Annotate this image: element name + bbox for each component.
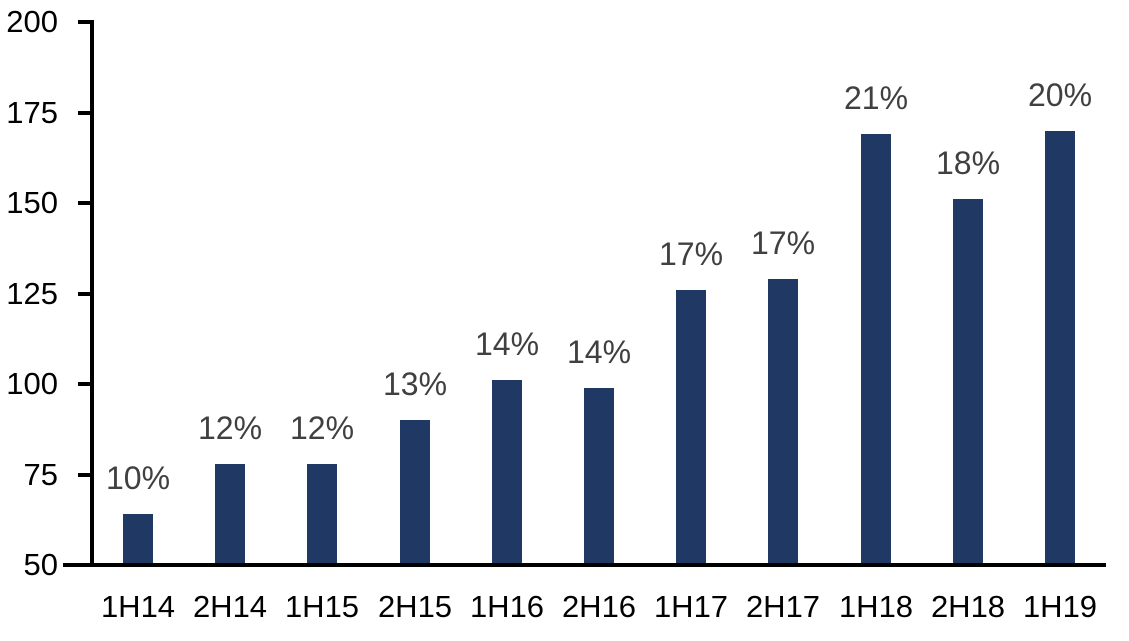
x-axis-category-label: 2H17 bbox=[745, 589, 821, 624]
x-axis-category-label: 1H16 bbox=[469, 589, 545, 624]
bar-value-label: 14% bbox=[474, 326, 540, 362]
bar-value-label: 21% bbox=[843, 80, 909, 116]
x-axis-category-label: 1H17 bbox=[653, 589, 729, 624]
bar-1H19 bbox=[1045, 131, 1075, 567]
bar-1H15 bbox=[307, 464, 337, 567]
bar-1H14 bbox=[123, 514, 153, 567]
bar-2H15 bbox=[400, 420, 430, 567]
y-axis-tick-label: 150 bbox=[6, 185, 58, 220]
x-axis-category-label: 1H14 bbox=[100, 589, 176, 624]
bar-2H17 bbox=[768, 279, 798, 567]
bar-value-label: 12% bbox=[197, 410, 263, 446]
y-axis-tick-label: 200 bbox=[6, 4, 58, 39]
y-axis-tick bbox=[78, 292, 90, 296]
y-axis-tick bbox=[78, 473, 90, 477]
bar-value-label: 17% bbox=[750, 225, 816, 261]
bar-2H14 bbox=[215, 464, 245, 567]
bar-value-label: 20% bbox=[1027, 77, 1093, 113]
y-axis-tick bbox=[78, 563, 90, 567]
x-axis-category-label: 2H14 bbox=[192, 589, 268, 624]
bar-1H18 bbox=[861, 134, 891, 567]
y-axis-tick bbox=[78, 111, 90, 115]
y-axis-tick-label: 175 bbox=[6, 95, 58, 130]
y-axis-tick-label: 125 bbox=[6, 276, 58, 311]
y-axis-tick bbox=[78, 382, 90, 386]
x-axis-category-label: 1H18 bbox=[838, 589, 914, 624]
bar-value-label: 17% bbox=[658, 236, 724, 272]
x-axis-category-label: 2H18 bbox=[930, 589, 1006, 624]
x-axis-category-label: 2H16 bbox=[561, 589, 637, 624]
x-axis-line bbox=[63, 563, 1106, 567]
bar-value-label: 12% bbox=[289, 410, 355, 446]
y-axis-line bbox=[90, 20, 94, 567]
x-axis-category-label: 1H15 bbox=[284, 589, 360, 624]
bar-value-label: 13% bbox=[382, 366, 448, 402]
bar-1H17 bbox=[676, 290, 706, 567]
bar-1H16 bbox=[492, 380, 522, 567]
y-axis-tick-label: 50 bbox=[23, 547, 58, 582]
bar-value-label: 14% bbox=[566, 334, 632, 370]
bar-value-label: 18% bbox=[935, 145, 1001, 181]
y-axis-tick bbox=[78, 20, 90, 24]
bar-value-label: 10% bbox=[105, 460, 171, 496]
y-axis-tick-label: 75 bbox=[23, 457, 58, 492]
y-axis-tick bbox=[78, 201, 90, 205]
bar-2H16 bbox=[584, 388, 614, 567]
x-axis-category-label: 2H15 bbox=[377, 589, 453, 624]
bar-2H18 bbox=[953, 199, 983, 567]
y-axis-tick-label: 100 bbox=[6, 366, 58, 401]
x-axis-category-label: 1H19 bbox=[1022, 589, 1098, 624]
